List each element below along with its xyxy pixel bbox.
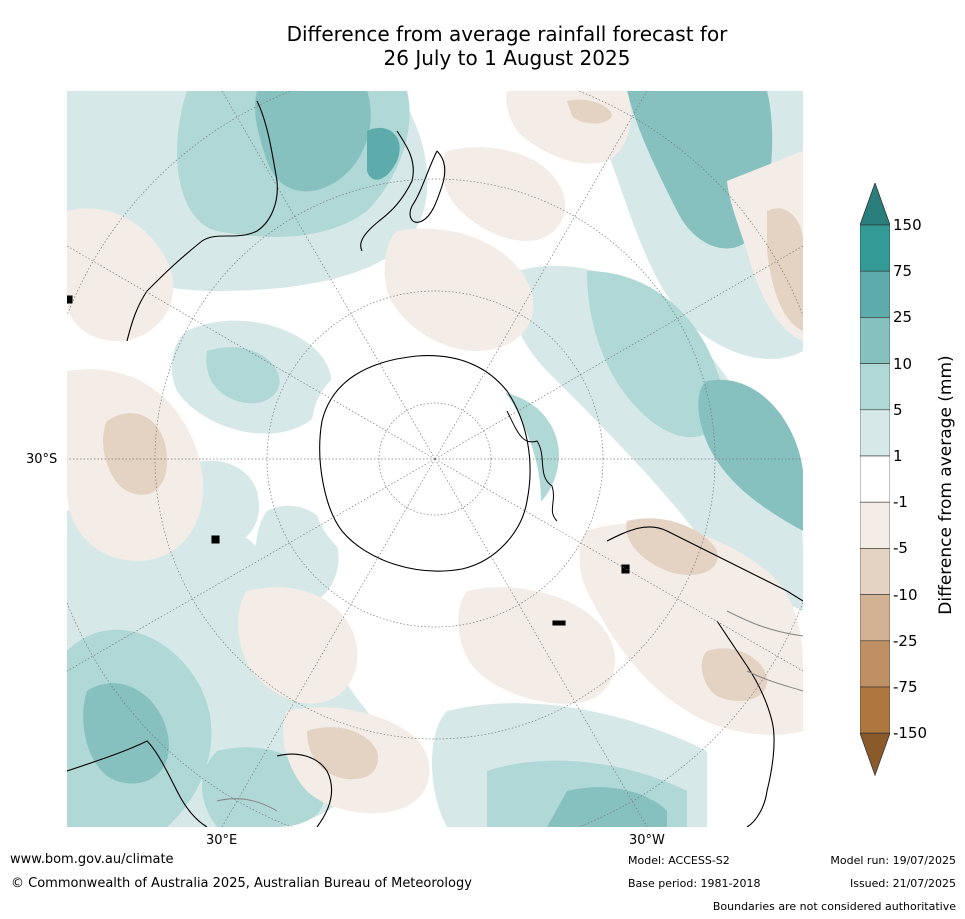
country-boundaries <box>216 610 803 812</box>
colorbar-tick-label: 25 <box>893 308 913 327</box>
colorbar-tick-label: -10 <box>893 585 918 604</box>
footer-url[interactable]: www.bom.gov.au/climate <box>10 852 174 867</box>
footer-disclaimer: Boundaries are not considered authoritat… <box>712 900 956 913</box>
lon-label-30e: 30°E <box>206 833 238 848</box>
rainfall-difference-map <box>67 91 803 827</box>
colorbar-tick-label: -5 <box>893 539 908 558</box>
lat-label-30s: 30°S <box>26 452 58 467</box>
footer-issued: Issued: 21/07/2025 <box>849 877 956 890</box>
footer-copyright: © Commonwealth of Australia 2025, Austra… <box>11 876 472 891</box>
antarctica-region <box>311 351 558 587</box>
colorbar-tick-label: 5 <box>893 400 903 419</box>
colorbar-band <box>859 501 891 549</box>
colorbar-title: Difference from average (mm) <box>936 355 956 615</box>
colorbar-tick-label: -75 <box>893 678 918 696</box>
colorbar-band <box>859 455 891 503</box>
colorbar-band <box>859 640 891 688</box>
map-svg <box>67 91 803 827</box>
colorbar-tick-label: 10 <box>893 354 913 373</box>
chart-title: Difference from average rainfall forecas… <box>67 22 947 70</box>
colorbar-top-extension <box>859 181 891 226</box>
colorbar-tick-label: -150 <box>893 724 928 743</box>
colorbar-tick-label: 75 <box>893 262 913 281</box>
colorbar-tick-label: 150 <box>893 216 922 234</box>
colorbar-band <box>859 317 891 364</box>
footer-base-period: Base period: 1981-2018 <box>628 877 761 890</box>
colorbar-band <box>859 363 891 411</box>
colorbar-band <box>859 224 891 272</box>
colorbar-band <box>859 409 891 457</box>
colorbar-tick-label: 1 <box>893 447 903 465</box>
colorbar-svg <box>859 181 891 777</box>
title-line-1: Difference from average rainfall forecas… <box>286 22 728 46</box>
colorbar-bottom-extension <box>859 732 891 777</box>
colorbar <box>859 181 891 781</box>
lon-label-30w: 30°W <box>629 833 665 848</box>
footer-model-run: Model run: 19/07/2025 <box>830 854 956 867</box>
negative-anomaly-fields <box>67 91 803 814</box>
colorbar-band <box>859 686 891 734</box>
graticule <box>67 91 803 827</box>
colorbar-tick-label: -25 <box>893 631 918 650</box>
title-line-2: 26 July to 1 August 2025 <box>383 46 631 70</box>
colorbar-band <box>859 594 891 642</box>
colorbar-tick-label: -1 <box>893 493 908 512</box>
footer-model: Model: ACCESS-S2 <box>628 854 730 867</box>
colorbar-band <box>859 548 891 595</box>
colorbar-band <box>859 270 891 318</box>
